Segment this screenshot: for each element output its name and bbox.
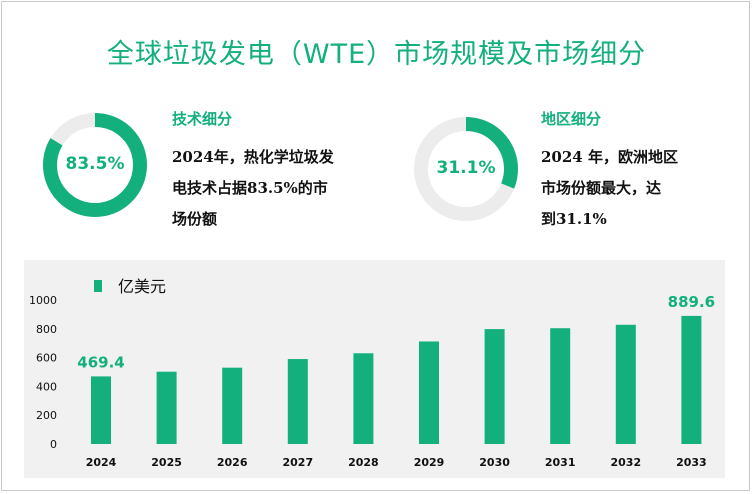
- bar: [615, 324, 636, 444]
- x-tick-label: 2026: [217, 456, 248, 469]
- data-label: 469.4: [77, 353, 124, 371]
- desc-line: 场份额: [172, 210, 218, 228]
- donut-arc: [43, 113, 147, 217]
- x-tick-label: 2024: [86, 456, 117, 469]
- desc-line: 到31.1%: [541, 210, 607, 228]
- desc-line: 2024 年，欧洲地区: [541, 148, 678, 166]
- donut-arc: [414, 117, 518, 221]
- bar: [91, 376, 111, 444]
- page-title: 全球垃圾发电（WTE）市场规模及市场细分: [106, 39, 647, 70]
- x-tick-label: 2029: [414, 456, 445, 469]
- desc-line: 电技术占据83.5%的市: [172, 179, 328, 197]
- x-tick-label: 2025: [151, 456, 182, 469]
- data-label: 889.6: [668, 293, 715, 311]
- x-tick-label: 2030: [479, 456, 510, 469]
- desc-line: 2024年，热化学垃圾发: [172, 148, 334, 166]
- x-tick-label: 2033: [676, 456, 707, 469]
- donut-region: [414, 117, 518, 221]
- x-tick-label: 2028: [348, 456, 379, 469]
- bar: [419, 341, 439, 444]
- legend-label: 亿美元: [118, 277, 166, 296]
- donut-region-value: 31.1%: [436, 158, 496, 178]
- y-tick-label: 400: [36, 380, 57, 393]
- section-desc-technology: 2024年，热化学垃圾发 电技术占据83.5%的市 场份额: [172, 142, 334, 235]
- y-tick-label: 600: [36, 352, 57, 365]
- legend-swatch: [94, 280, 102, 292]
- y-tick-label: 200: [36, 409, 57, 422]
- x-tick-label: 2032: [610, 456, 641, 469]
- bar: [484, 329, 505, 444]
- bar: [550, 328, 571, 444]
- bar: [681, 315, 702, 444]
- section-title-technology: 技术细分: [172, 110, 233, 128]
- x-tick-label: 2031: [545, 456, 576, 469]
- bar: [287, 359, 308, 444]
- bar: [353, 353, 374, 444]
- y-tick-label: 800: [36, 323, 57, 336]
- desc-line: 市场份额最大，达: [541, 179, 662, 197]
- x-tick-label: 2027: [282, 456, 313, 469]
- donut-technology: [43, 113, 147, 217]
- y-tick-label: 1000: [29, 294, 57, 307]
- donut-technology-value: 83.5%: [65, 154, 125, 174]
- bar: [222, 367, 243, 444]
- section-title-region: 地区细分: [541, 110, 602, 128]
- section-desc-region: 2024 年，欧洲地区 市场份额最大，达 到31.1%: [541, 142, 678, 235]
- bar-chart-area: [24, 260, 725, 478]
- y-tick-label: 0: [50, 438, 57, 451]
- bar: [156, 371, 177, 444]
